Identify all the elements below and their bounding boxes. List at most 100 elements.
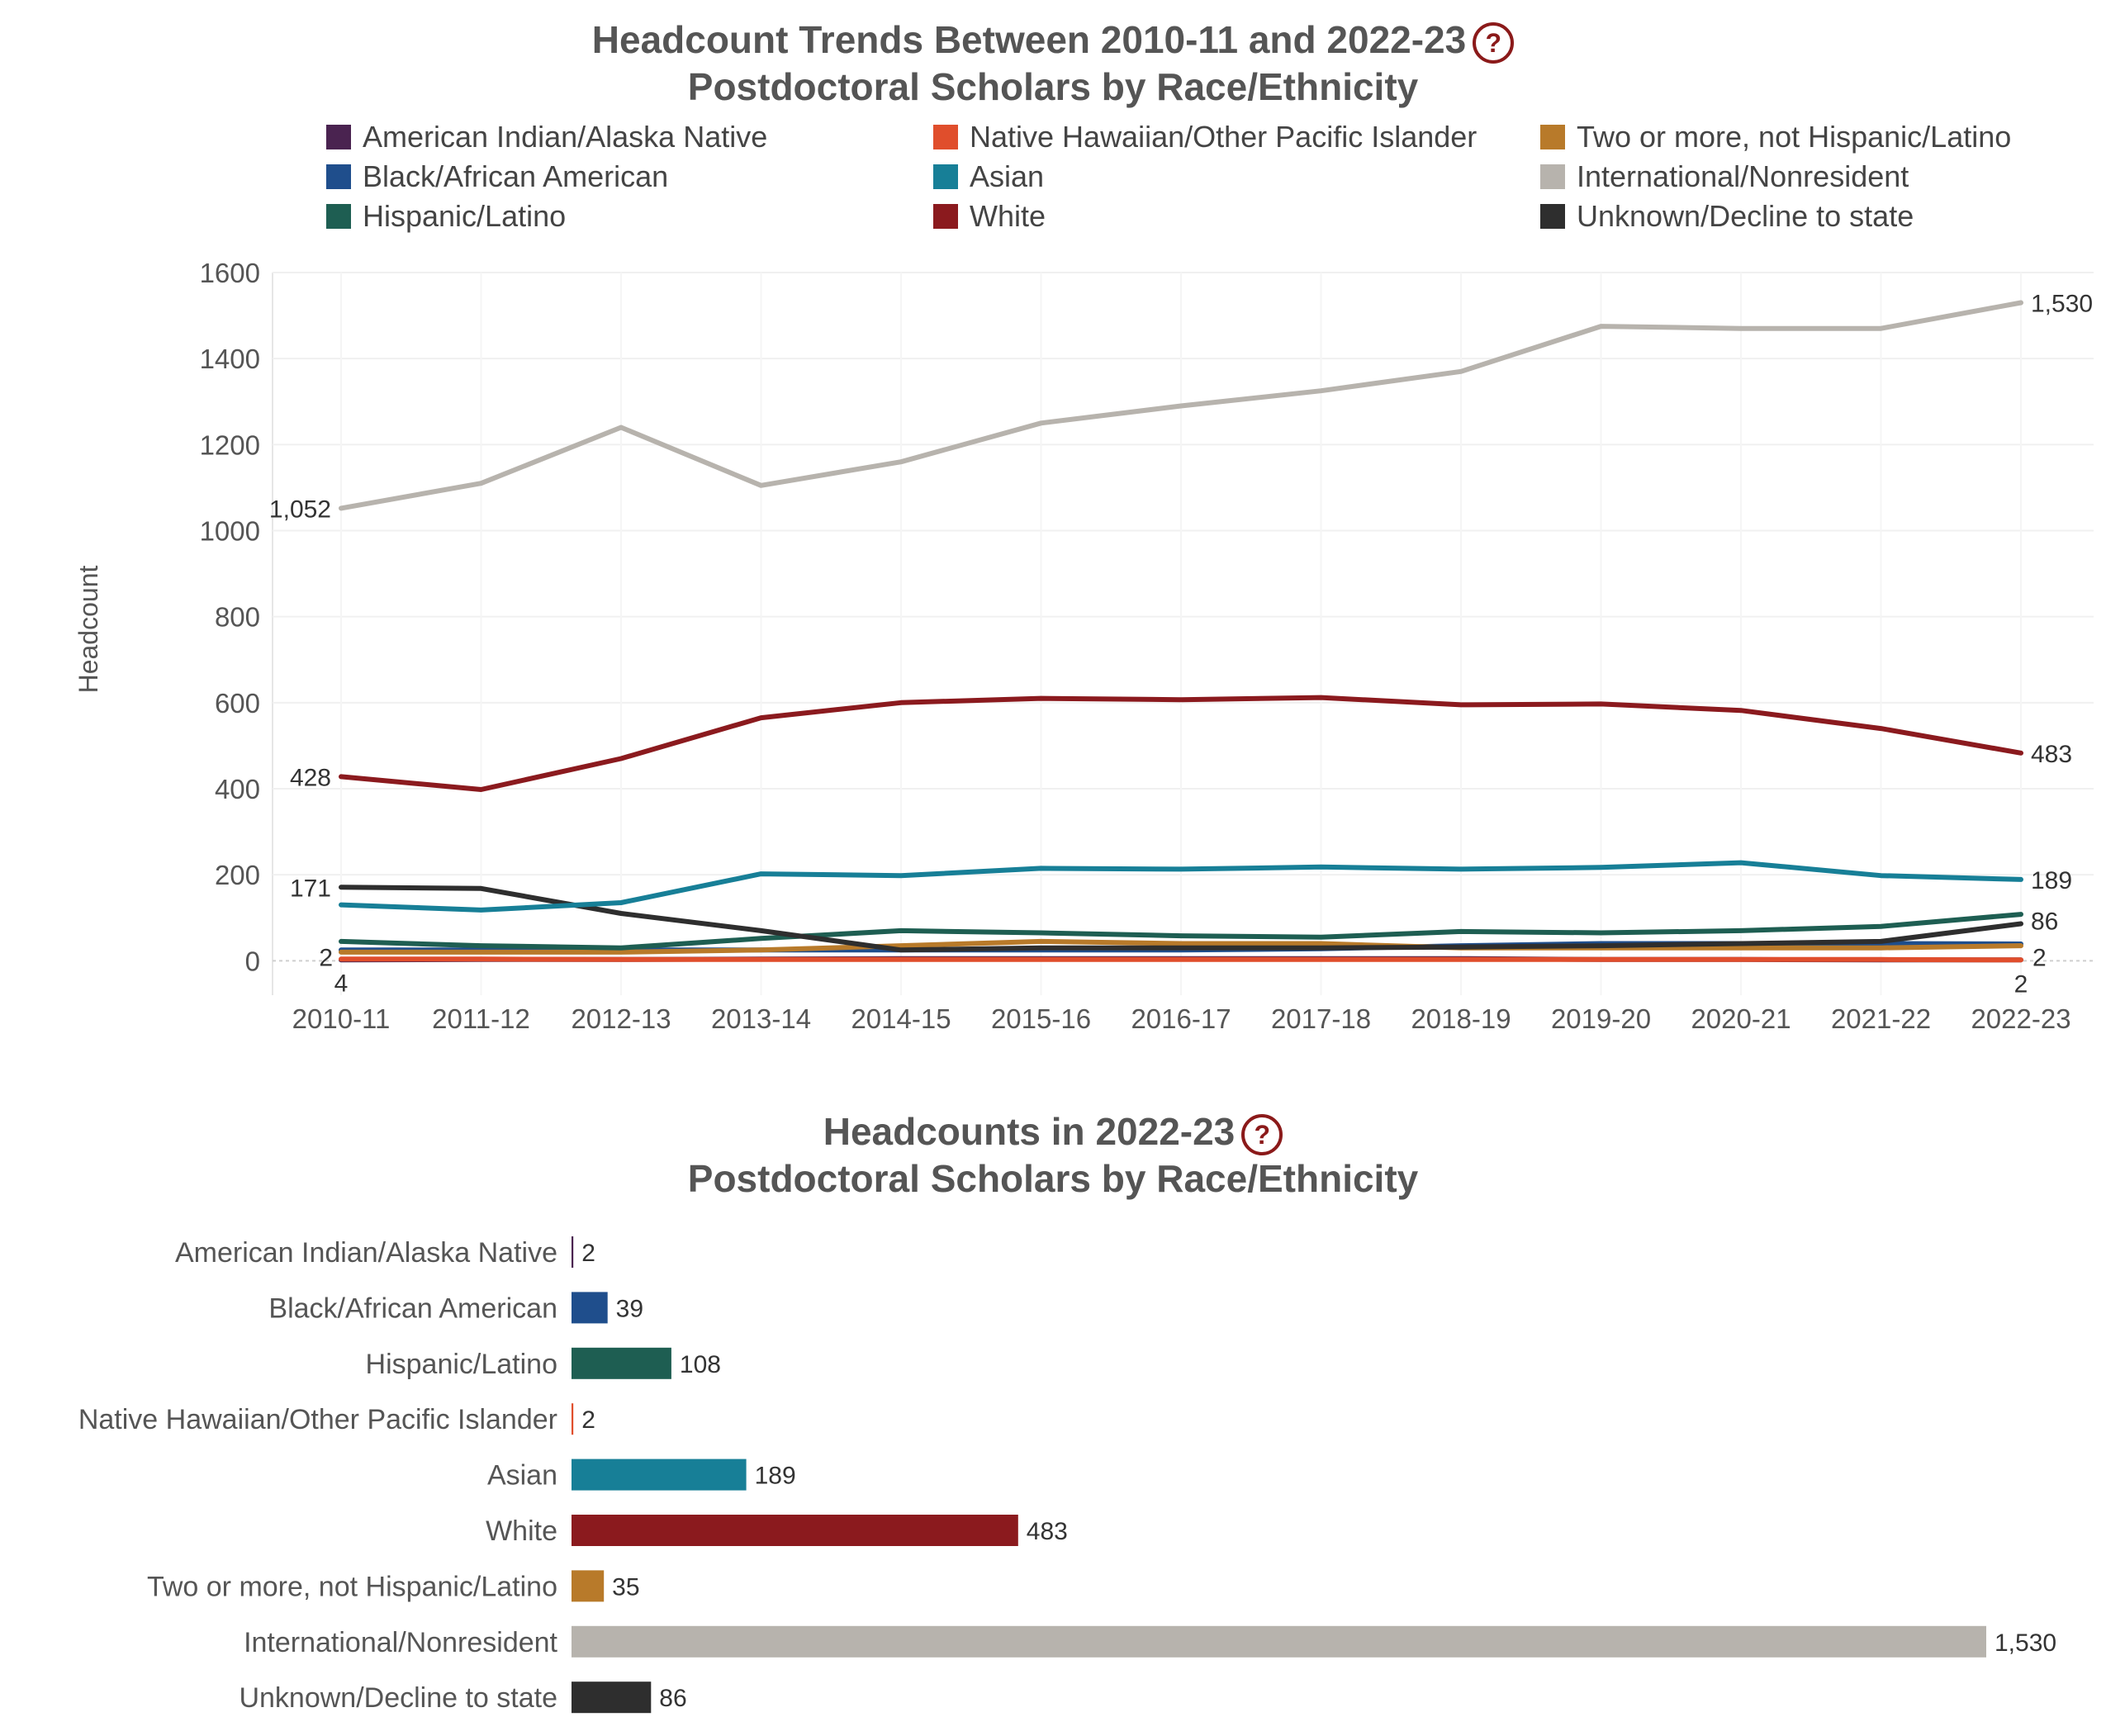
legend-swatch — [933, 204, 958, 229]
data-label: 1,052 — [269, 496, 331, 523]
bar-value-label: 2 — [581, 1240, 595, 1267]
bar-value-label: 189 — [755, 1463, 796, 1490]
x-tick-label: 2012-13 — [571, 1003, 671, 1034]
help-icon[interactable]: ? — [1473, 21, 1515, 64]
line-chart-title: Headcount Trends Between 2010-11 and 202… — [0, 17, 2106, 110]
line-chart-title-line2: Postdoctoral Scholars by Race/Ethnicity — [687, 64, 1419, 108]
bar-value-label: 1,530 — [1995, 1629, 2056, 1657]
bar-asian — [572, 1459, 747, 1491]
legend-swatch — [933, 125, 958, 149]
bar-international-nonresident — [572, 1625, 1986, 1658]
x-tick-label: 2020-21 — [1691, 1003, 1791, 1034]
legend-item-asian[interactable]: Asian — [933, 159, 1044, 194]
legend-item-unknown-decline-to-state[interactable]: Unknown/Decline to state — [1540, 199, 1914, 234]
y-tick-label: 200 — [215, 860, 260, 890]
y-tick-label: 400 — [215, 774, 260, 804]
legend-item-black-african-american[interactable]: Black/African American — [326, 159, 668, 194]
series-line-two-or-more-not-hispanic-latino — [339, 938, 2023, 955]
legend-swatch — [1540, 204, 1565, 229]
line-chart-title-line1: Headcount Trends Between 2010-11 and 202… — [591, 18, 1467, 61]
bar-chart-title-line1: Headcounts in 2022-23 — [823, 1110, 1236, 1153]
bar-value-label: 35 — [612, 1573, 639, 1601]
x-tick-label: 2015-16 — [991, 1003, 1091, 1034]
series-line-international-nonresident — [339, 300, 2023, 511]
x-tick-label: 2014-15 — [851, 1003, 951, 1034]
legend-swatch — [326, 164, 351, 189]
data-label: 428 — [290, 764, 331, 791]
legend-item-international-nonresident[interactable]: International/Nonresident — [1540, 159, 1909, 194]
bar-value-label: 108 — [680, 1351, 721, 1378]
bar-value-label: 483 — [1027, 1518, 1068, 1545]
bar-category-label: Hispanic/Latino — [366, 1349, 557, 1380]
x-tick-label: 2022-23 — [1971, 1003, 2070, 1034]
y-tick-label: 1600 — [200, 258, 260, 288]
y-tick-label: 800 — [215, 602, 260, 633]
bar-category-label: Unknown/Decline to state — [239, 1682, 557, 1714]
x-tick-label: 2018-19 — [1411, 1003, 1511, 1034]
data-label: 171 — [290, 875, 331, 902]
bar-two-or-more-not-hispanic-latino — [572, 1570, 605, 1602]
x-tick-label: 2011-12 — [432, 1003, 530, 1034]
legend-swatch — [933, 164, 958, 189]
legend-item-white[interactable]: White — [933, 199, 1046, 234]
bar-category-label: Native Hawaiian/Other Pacific Islander — [78, 1404, 557, 1435]
bar-category-label: International/Nonresident — [244, 1627, 557, 1658]
legend-label: American Indian/Alaska Native — [363, 120, 768, 154]
bar-hispanic-latino — [572, 1347, 671, 1379]
bar-black-african-american — [572, 1292, 608, 1324]
y-tick-label: 1200 — [200, 429, 260, 460]
data-label: 1,530 — [2031, 290, 2093, 317]
legend-label: International/Nonresident — [1577, 159, 1909, 193]
x-tick-label: 2010-11 — [292, 1003, 391, 1034]
y-tick-label: 600 — [215, 688, 260, 719]
bar-native-hawaiian-other-pacific-islander — [572, 1403, 574, 1435]
line-chart: 0 200 400 600 800 1000 1200 1400 1600 2010-11 2011… — [74, 258, 2094, 1034]
x-tick-label: 2016-17 — [1131, 1003, 1231, 1034]
legend-item-american-indian-alaska-native[interactable]: American Indian/Alaska Native — [326, 120, 767, 154]
legend-label: Black/African American — [363, 159, 669, 193]
legend-swatch — [1540, 164, 1565, 189]
series-line-hispanic-latino — [339, 912, 2023, 951]
legend-swatch — [326, 204, 351, 229]
bar-chart-title-line2: Postdoctoral Scholars by Race/Ethnicity — [687, 1156, 1419, 1200]
data-label: 4 — [334, 970, 349, 997]
legend-item-native-hawaiian-other-pacific-islander[interactable]: Native Hawaiian/Other Pacific Islander — [933, 120, 1477, 154]
series-line-asian — [339, 860, 2023, 913]
x-tick-label: 2021-22 — [1831, 1003, 1931, 1034]
data-label: 483 — [2031, 741, 2072, 768]
bar-value-label: 2 — [581, 1406, 595, 1434]
data-label: 2 — [319, 944, 333, 971]
y-tick-label: 1000 — [200, 516, 260, 547]
legend-label: Hispanic/Latino — [363, 199, 567, 233]
series-line-unknown-decline-to-state — [339, 885, 2023, 953]
legend-item-two-or-more-not-hispanic-latino[interactable]: Two or more, not Hispanic/Latino — [1540, 120, 2011, 154]
legend-label: White — [970, 199, 1046, 233]
bar-category-label: Two or more, not Hispanic/Latino — [147, 1571, 557, 1602]
data-label: 2 — [2032, 944, 2047, 971]
legend-label: Unknown/Decline to state — [1577, 199, 1914, 233]
legend-label: Asian — [970, 159, 1045, 193]
bar-value-label: 86 — [659, 1685, 686, 1712]
legend-swatch — [1540, 125, 1565, 149]
bar-white — [572, 1515, 1018, 1546]
data-label: 189 — [2031, 867, 2072, 894]
x-tick-label: 2017-18 — [1271, 1003, 1371, 1034]
bar-value-label: 39 — [616, 1295, 643, 1322]
legend-item-hispanic-latino[interactable]: Hispanic/Latino — [326, 199, 566, 234]
data-label: 2 — [2014, 970, 2028, 998]
bar-chart-title: Headcounts in 2022-23? Postdoctoral Scho… — [0, 1108, 2106, 1202]
series-line-native-hawaiian-other-pacific-islander — [339, 956, 2023, 963]
legend-label: Two or more, not Hispanic/Latino — [1577, 120, 2012, 154]
x-tick-label: 2019-20 — [1551, 1003, 1651, 1034]
bar-category-label: White — [486, 1515, 557, 1547]
bar-unknown-decline-to-state — [572, 1681, 652, 1714]
bar-american-indian-alaska-native — [572, 1236, 574, 1268]
series-line-white — [339, 695, 2023, 792]
data-label: 86 — [2031, 908, 2058, 936]
help-icon[interactable]: ? — [1241, 1113, 1283, 1155]
legend-swatch — [326, 125, 351, 149]
bar-category-label: Black/African American — [268, 1293, 557, 1324]
y-axis-title: Headcount — [74, 566, 103, 694]
x-tick-label: 2013-14 — [711, 1003, 811, 1034]
y-tick-label: 0 — [245, 946, 260, 976]
